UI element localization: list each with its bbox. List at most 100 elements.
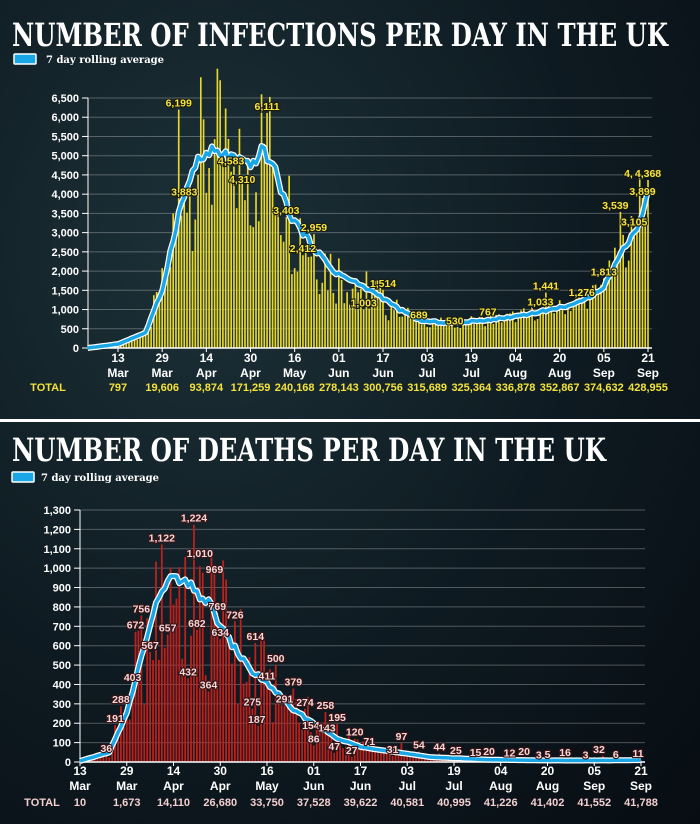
data-label: 143: [318, 722, 336, 734]
x-tick-day: 05: [597, 351, 611, 365]
daily-bar: [594, 284, 597, 348]
daily-bar: [388, 750, 391, 762]
daily-bar: [228, 642, 230, 762]
daily-bar: [357, 292, 359, 348]
daily-bar: [233, 166, 235, 348]
daily-bar: [569, 311, 572, 348]
data-label: 6,111: [255, 101, 280, 113]
daily-bar: [467, 325, 470, 348]
daily-bar: [403, 753, 406, 762]
data-label: 634: [211, 627, 229, 639]
daily-bar: [525, 312, 528, 348]
daily-bar: [307, 256, 310, 348]
infections-chart-title: NUMBER OF INFECTIONS PER DAY IN THE UK: [12, 16, 669, 54]
data-label: 682: [188, 618, 206, 630]
cumulative-total: 93,874: [190, 382, 225, 394]
x-tick-day: 01: [307, 764, 321, 778]
daily-bar: [315, 723, 318, 762]
daily-bar: [556, 311, 558, 348]
daily-bar: [603, 278, 605, 348]
daily-bar: [426, 326, 428, 348]
daily-bar: [188, 180, 191, 348]
daily-bar: [122, 727, 125, 762]
daily-bar: [293, 268, 296, 348]
data-label: 20: [518, 746, 530, 758]
daily-bar: [368, 308, 371, 348]
x-tick-day: 03: [420, 351, 434, 365]
daily-bar: [347, 733, 350, 762]
daily-bar: [597, 290, 600, 348]
y-tick-label: 300: [53, 699, 71, 711]
daily-bar: [478, 316, 481, 348]
daily-bar: [260, 638, 263, 762]
daily-bar: [509, 313, 511, 348]
daily-bar: [545, 292, 547, 348]
x-tick-day: 17: [354, 764, 368, 778]
data-label: 1,010: [187, 548, 213, 560]
daily-bar: [105, 755, 108, 762]
daily-bar: [210, 556, 213, 762]
daily-bar: [412, 315, 415, 348]
daily-bar: [407, 307, 409, 348]
daily-bar: [448, 325, 451, 348]
cumulative-total: 1,673: [113, 797, 141, 809]
data-label: 120: [346, 727, 364, 739]
data-label: 1,033: [527, 296, 553, 308]
cumulative-total: 40,581: [390, 797, 424, 809]
infections-legend: 7 day rolling average: [13, 53, 164, 66]
x-tick-month: Aug: [536, 779, 559, 793]
legend-label: 7 day rolling average: [46, 55, 164, 66]
daily-bar: [244, 200, 246, 348]
daily-bar: [415, 315, 417, 348]
daily-bar: [440, 317, 442, 348]
daily-bar: [638, 177, 641, 348]
daily-bar: [142, 333, 144, 348]
x-tick-day: 03: [401, 764, 415, 778]
daily-bar: [420, 757, 423, 762]
cumulative-total: 428,955: [628, 382, 668, 394]
daily-bar: [627, 260, 630, 348]
data-label: 1,441: [533, 281, 559, 293]
cumulative-total: 300,756: [363, 382, 403, 394]
data-label: 726: [226, 609, 244, 621]
x-tick-day: 21: [641, 351, 655, 365]
daily-bar: [356, 739, 359, 762]
daily-bar: [288, 175, 290, 348]
daily-bar: [580, 298, 583, 348]
daily-bar: [589, 290, 591, 348]
daily-bar: [199, 77, 202, 348]
daily-bar: [235, 208, 238, 348]
data-label: 36: [100, 743, 112, 755]
cumulative-total: 33,750: [250, 797, 284, 809]
daily-bar: [470, 316, 473, 348]
daily-bar: [586, 308, 589, 348]
data-label: 27: [346, 745, 358, 757]
daily-bar: [641, 198, 644, 348]
daily-bar: [246, 163, 249, 348]
data-label: 195: [328, 712, 346, 724]
y-tick-label: 6,000: [51, 112, 79, 124]
daily-bar: [309, 732, 312, 762]
cumulative-total: 374,632: [584, 382, 624, 394]
legend-swatch-icon: [13, 53, 37, 65]
daily-bar: [277, 208, 279, 348]
daily-bar: [365, 271, 368, 348]
daily-bar: [619, 211, 622, 348]
x-tick-month: Sep: [637, 366, 659, 380]
x-tick-day: 04: [509, 351, 523, 365]
daily-bar: [274, 665, 277, 762]
daily-bar: [350, 756, 353, 762]
legend-swatch-icon: [11, 471, 35, 483]
cumulative-total: 797: [109, 382, 127, 394]
x-tick-month: Jun: [303, 779, 324, 793]
daily-bar: [280, 235, 282, 348]
daily-bar: [274, 215, 277, 348]
cumulative-total: 39,622: [344, 797, 378, 809]
daily-bar: [302, 255, 304, 348]
daily-bar: [291, 274, 293, 348]
daily-bar: [600, 284, 602, 348]
daily-bar: [476, 321, 478, 348]
daily-bar: [268, 96, 271, 348]
daily-bar: [567, 305, 569, 348]
daily-bar: [164, 281, 166, 348]
